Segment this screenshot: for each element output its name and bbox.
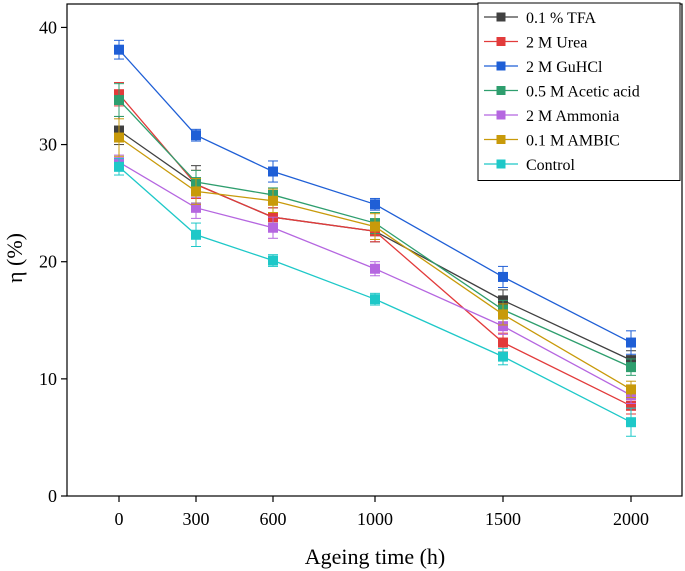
data-point — [626, 362, 636, 373]
data-point — [498, 351, 508, 362]
y-tick-label: 30 — [39, 135, 57, 155]
series-line — [118, 49, 632, 344]
series-0-1-m-ambic — [114, 118, 636, 399]
legend-item: 2 M Ammonia — [484, 108, 619, 125]
x-tick-label: 0 — [115, 509, 124, 529]
y-tick-label: 40 — [39, 17, 57, 37]
data-point — [498, 337, 508, 348]
legend-marker — [496, 135, 506, 144]
x-axis-label: Ageing time (h) — [305, 544, 446, 569]
x-tick-label: 2000 — [613, 509, 649, 529]
data-point — [268, 222, 278, 233]
data-point — [191, 229, 201, 240]
legend: 0.1 % TFA 2 M Urea 2 M GuHCl 0.5 M Acetic a… — [477, 2, 681, 181]
series-line — [118, 161, 632, 396]
legend-label: 0.1 % TFA — [526, 10, 597, 27]
legend-label: 0.1 M AMBIC — [526, 133, 620, 150]
y-tick-label: 20 — [39, 252, 57, 272]
data-point — [114, 132, 124, 143]
data-point — [498, 271, 508, 282]
series-line — [118, 93, 632, 407]
data-point — [370, 199, 380, 210]
data-point — [626, 417, 636, 428]
legend-marker — [496, 159, 506, 169]
data-point — [626, 384, 636, 395]
data-point — [114, 95, 124, 106]
data-point — [626, 337, 636, 348]
legend-marker — [496, 110, 506, 120]
data-point — [114, 44, 124, 55]
series-line — [118, 99, 632, 368]
legend-item: 0.5 M Acetic acid — [484, 84, 640, 101]
legend-marker — [496, 86, 506, 95]
data-point — [268, 195, 278, 206]
series-group — [114, 39, 636, 437]
legend-item: Control — [484, 157, 575, 174]
legend-label: Control — [526, 157, 575, 174]
x-tick-label: 300 — [183, 509, 210, 529]
series-line — [118, 166, 632, 423]
series-control — [114, 158, 636, 437]
data-point — [370, 294, 380, 305]
data-point — [268, 166, 278, 177]
data-point — [191, 130, 201, 141]
data-point — [498, 309, 508, 320]
y-tick-label: 0 — [48, 486, 57, 506]
legend-label: 2 M GuHCl — [526, 59, 603, 76]
legend-label: 0.5 M Acetic acid — [526, 84, 640, 101]
y-axis-label: η (%) — [2, 233, 27, 283]
data-point — [191, 186, 201, 197]
data-point — [268, 255, 278, 266]
legend-marker — [496, 12, 506, 22]
data-point — [114, 161, 124, 172]
legend-item: 0.1 M AMBIC — [484, 133, 620, 150]
data-point — [370, 221, 380, 232]
legend-box — [477, 2, 681, 181]
legend-item: 2 M GuHCl — [484, 59, 603, 76]
x-tick-label: 600 — [260, 509, 287, 529]
legend-marker — [496, 61, 506, 71]
legend-marker — [496, 37, 506, 46]
legend-item: 0.1 % TFA — [484, 10, 597, 27]
series-2-m-guhcl — [114, 39, 636, 355]
legend-item: 2 M Urea — [484, 35, 587, 52]
x-tick-label: 1000 — [357, 509, 393, 529]
data-point — [370, 263, 380, 274]
axes: 0 10 20 30 40 0 300 600 1000 1500 2000 — [39, 3, 683, 529]
legend-label: 2 M Urea — [526, 35, 587, 52]
legend-label: 2 M Ammonia — [526, 108, 619, 125]
y-tick-label: 10 — [39, 369, 57, 389]
series-line — [118, 137, 632, 390]
x-tick-label: 1500 — [485, 509, 521, 529]
